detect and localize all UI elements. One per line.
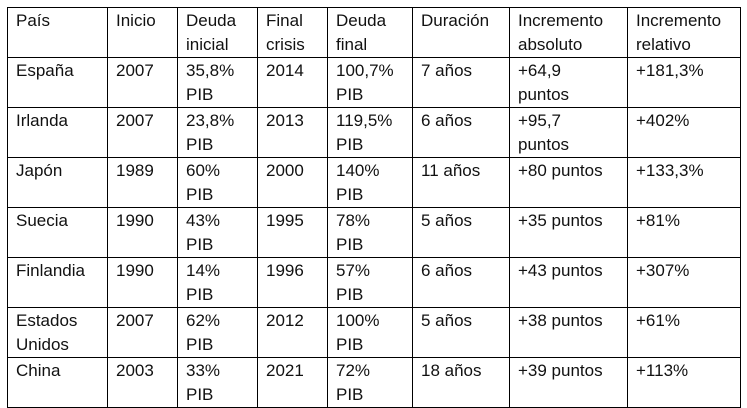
row: Estados Unidos 2007 62% PIB 2012 100% PIB 5 a…	[7, 307, 741, 358]
cell: Finlandia	[7, 257, 108, 308]
cell: 1989	[107, 157, 178, 208]
row: España 2007 35,8% PIB 2014 100,7% PIB 7 años +…	[7, 57, 741, 108]
cell: +402%	[627, 107, 741, 158]
cell: +133,3%	[627, 157, 741, 208]
cell: 33% PIB	[177, 357, 258, 408]
cell: 14% PIB	[177, 257, 258, 308]
cell: +181,3%	[627, 57, 741, 108]
cell: +80 puntos	[509, 157, 628, 208]
cell: 23,8% PIB	[177, 107, 258, 158]
header-cell: Final crisis	[257, 7, 328, 58]
cell: 2007	[107, 57, 178, 108]
row: Suecia 1990 43% PIB 1995 78% PIB 5 años +35 pu…	[7, 207, 741, 258]
table-body: País Inicio Deuda inicial Final crisis Deuda…	[7, 7, 741, 408]
cell: 57% PIB	[327, 257, 413, 308]
cell: 1995	[257, 207, 328, 258]
cell: 6 años	[412, 107, 510, 158]
header-cell: Deuda final	[327, 7, 413, 58]
cell: 2013	[257, 107, 328, 158]
cell: Estados Unidos	[7, 307, 108, 358]
cell: 43% PIB	[177, 207, 258, 258]
cell: 35,8% PIB	[177, 57, 258, 108]
cell: 2012	[257, 307, 328, 358]
cell: 7 años	[412, 57, 510, 108]
cell: +81%	[627, 207, 741, 258]
cell: +39 puntos	[509, 357, 628, 408]
row: Japón 1989 60% PIB 2000 140% PIB 11 años +80 p…	[7, 157, 741, 208]
cell: 1996	[257, 257, 328, 308]
cell: 5 años	[412, 207, 510, 258]
cell: 60% PIB	[177, 157, 258, 208]
cell: +307%	[627, 257, 741, 308]
cell: Suecia	[7, 207, 108, 258]
cell: +61%	[627, 307, 741, 358]
cell: 2007	[107, 307, 178, 358]
header-cell: País	[7, 7, 108, 58]
row: Finlandia 1990 14% PIB 1996 57% PIB 6 años +43…	[7, 257, 741, 308]
cell: 6 años	[412, 257, 510, 308]
header-cell: Deuda inicial	[177, 7, 258, 58]
cell: +64,9 puntos	[509, 57, 628, 108]
cell: 5 años	[412, 307, 510, 358]
cell: +35 puntos	[509, 207, 628, 258]
cell: +95,7 puntos	[509, 107, 628, 158]
cell: 2007	[107, 107, 178, 158]
cell: 2014	[257, 57, 328, 108]
cell: 140% PIB	[327, 157, 413, 208]
debt-table: País Inicio Deuda inicial Final crisis Deuda…	[7, 7, 741, 408]
cell: 100% PIB	[327, 307, 413, 358]
cell: Japón	[7, 157, 108, 208]
cell: 72% PIB	[327, 357, 413, 408]
cell: 78% PIB	[327, 207, 413, 258]
cell: 1990	[107, 207, 178, 258]
header-cell: Incremento relativo	[627, 7, 741, 58]
row: China 2003 33% PIB 2021 72% PIB 18 años +39 pu…	[7, 357, 741, 408]
cell: +38 puntos	[509, 307, 628, 358]
cell: 2000	[257, 157, 328, 208]
cell: 100,7% PIB	[327, 57, 413, 108]
cell: 119,5% PIB	[327, 107, 413, 158]
header-cell: Inicio	[107, 7, 178, 58]
cell: 2021	[257, 357, 328, 408]
cell: +113%	[627, 357, 741, 408]
cell: Irlanda	[7, 107, 108, 158]
cell: 2003	[107, 357, 178, 408]
cell: 62% PIB	[177, 307, 258, 358]
cell: 18 años	[412, 357, 510, 408]
cell: +43 puntos	[509, 257, 628, 308]
cell: España	[7, 57, 108, 108]
cell: China	[7, 357, 108, 408]
cell: 1990	[107, 257, 178, 308]
row: Irlanda 2007 23,8% PIB 2013 119,5% PIB 6 años…	[7, 107, 741, 158]
header-cell: Duración	[412, 7, 510, 58]
cell: 11 años	[412, 157, 510, 208]
header-row: País Inicio Deuda inicial Final crisis Deuda…	[7, 7, 741, 58]
header-cell: Incremento absoluto	[509, 7, 628, 58]
